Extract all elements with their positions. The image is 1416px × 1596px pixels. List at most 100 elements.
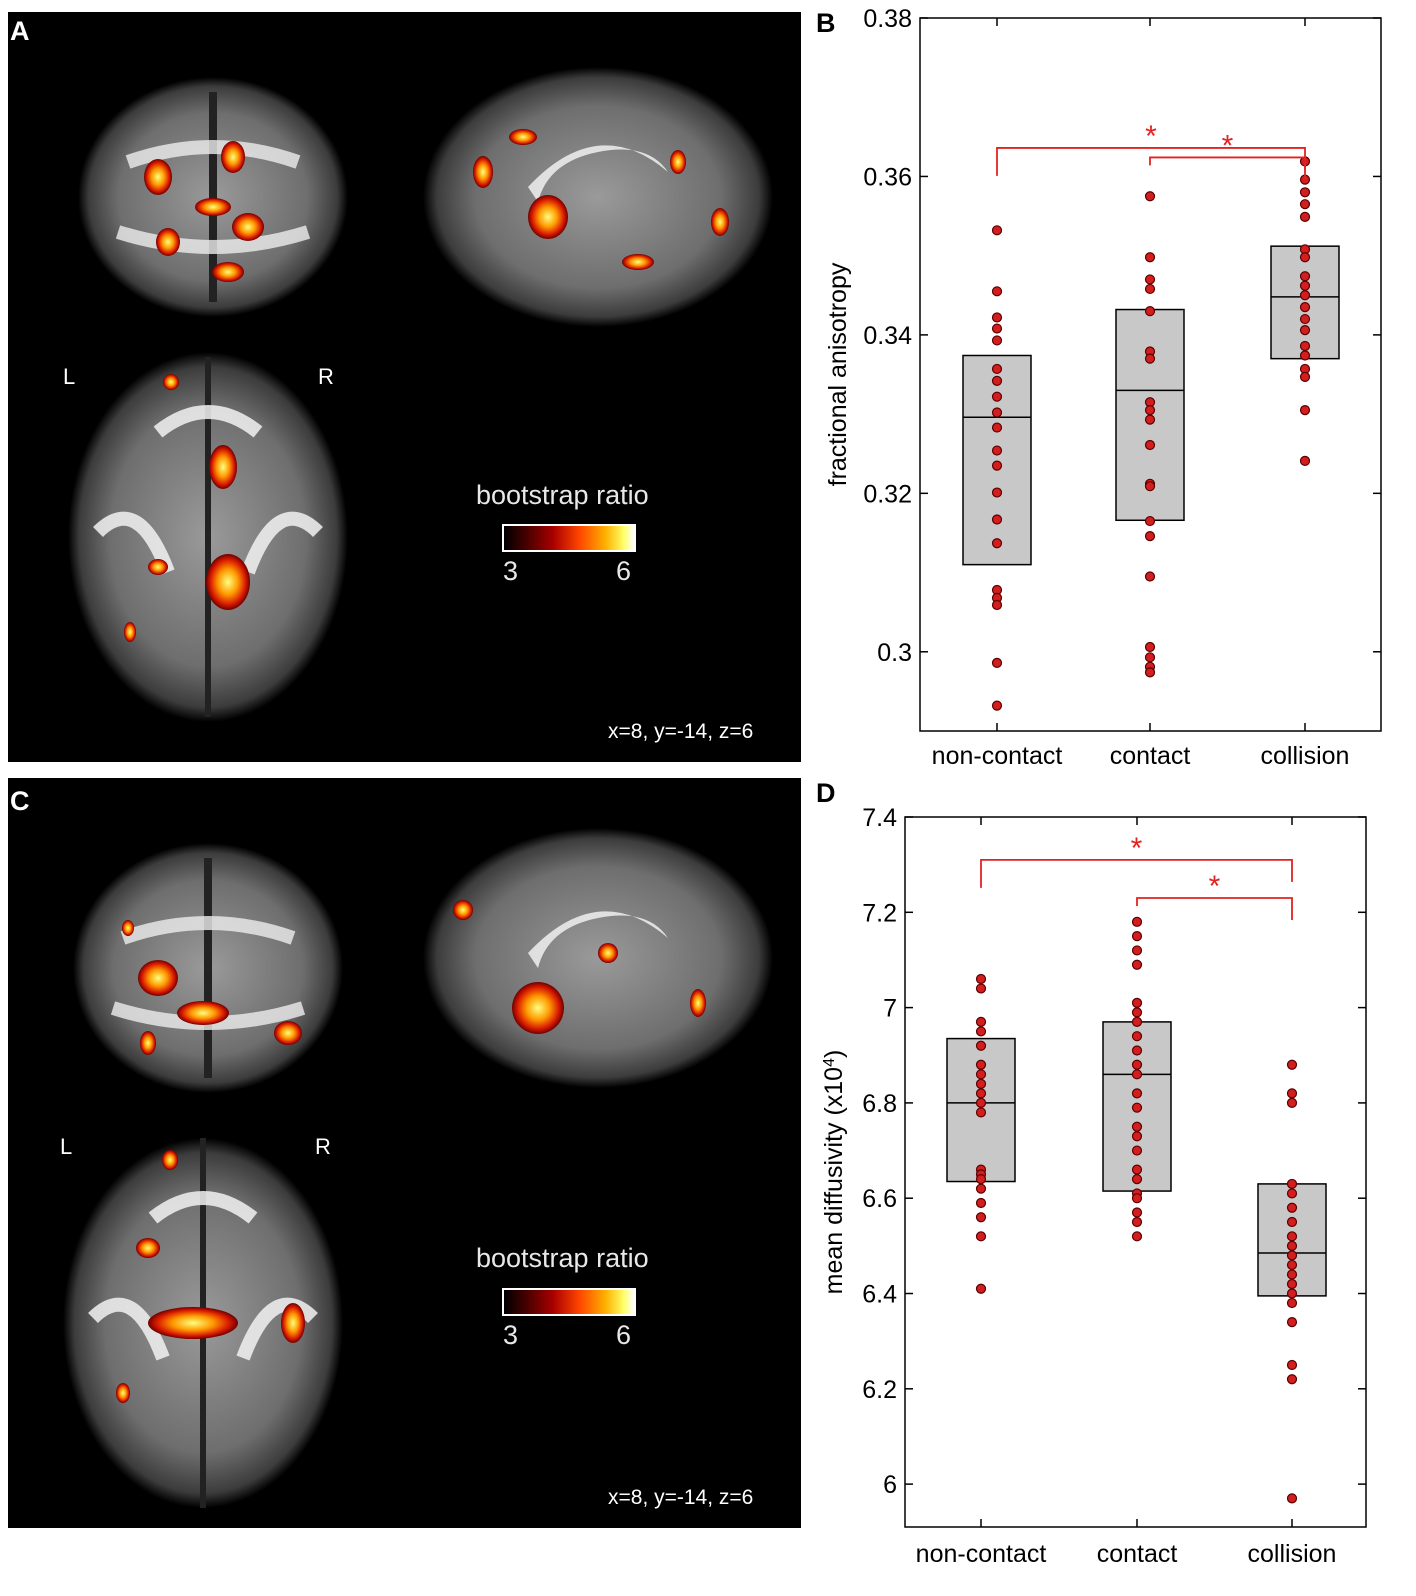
chart-d-data-point-contact — [1131, 1231, 1143, 1242]
chart-d-data-point-contact — [1131, 1007, 1143, 1018]
panel-c-coordinates: x=8, y=-14, z=6 — [608, 1486, 754, 1509]
panel-c-right-label: R — [315, 1134, 331, 1159]
chart-b-data-point-collision — [1299, 290, 1311, 301]
chart-d-data-point-contact — [1131, 1102, 1143, 1113]
chart-b-data-point-collision — [1299, 280, 1311, 291]
chart-b-data-point-contact — [1144, 283, 1156, 295]
chart-b-data-point-contact — [1144, 571, 1156, 582]
chart-b-data-point-contact — [1144, 515, 1156, 527]
chart-b-data-point-non-contact — [991, 460, 1003, 471]
chart-d-data-point-non-contact — [975, 1283, 987, 1294]
chart-d-data-point-contact — [1131, 1207, 1143, 1218]
chart-b-category-label: contact — [1110, 742, 1191, 770]
chart-d-category-label: collision — [1248, 1540, 1337, 1568]
chart-b-data-point-collision — [1299, 371, 1311, 382]
chart-b-ytick-label: 0.3 — [877, 639, 912, 667]
panel-a-colorbar — [502, 524, 636, 552]
panel-c-colorbar-title: bootstrap ratio — [476, 1243, 649, 1273]
chart-d-data-point-contact — [1131, 1069, 1143, 1080]
chart-b-data-point-non-contact — [991, 391, 1003, 402]
chart-d-data-point-collision — [1286, 1288, 1298, 1299]
chart-b-data-point-collision — [1299, 187, 1311, 198]
chart-b-data-point-contact — [1144, 353, 1156, 364]
chart-b-data-point-non-contact — [991, 225, 1003, 236]
chart-d-data-point-collision — [1286, 1216, 1298, 1228]
chart-d-data-point-non-contact — [975, 1183, 987, 1194]
chart-d-group: 6 6.2 6.4 6.6 6.8 7 7.2 7.4 non-contact contact co… — [820, 804, 1367, 1568]
chart-d-ytick-label: 6 — [883, 1471, 897, 1499]
chart-d-significance-bracket — [980, 858, 1293, 888]
chart-d-data-point-collision — [1286, 1493, 1298, 1504]
chart-b-data-point-contact — [1144, 531, 1156, 542]
chart-d-ytick-label: 6.4 — [862, 1281, 897, 1309]
chart-d-data-point-contact — [1131, 1059, 1143, 1070]
chart-b-data-point-collision — [1299, 252, 1311, 263]
chart-d-category-label: non-contact — [916, 1540, 1047, 1568]
chart-d-data-point-contact — [1131, 916, 1143, 927]
chart-d-data-point-contact — [1131, 945, 1143, 956]
chart-d-data-point-contact — [1131, 997, 1143, 1008]
chart-b-box-non-contact — [962, 354, 1032, 566]
chart-d-data-point-non-contact — [975, 1026, 987, 1037]
chart-d-axes-frame — [904, 816, 1367, 1528]
chart-d-data-point-non-contact — [975, 1078, 987, 1089]
chart-b-data-point-non-contact — [991, 599, 1003, 611]
chart-b-data-point-non-contact — [991, 538, 1003, 549]
chart-d-data-point-non-contact — [975, 1107, 987, 1118]
chart-d-significance-star: * — [1131, 832, 1143, 865]
chart-b-data-point-non-contact — [991, 312, 1003, 323]
chart-b-data-point-non-contact — [991, 363, 1003, 375]
coronal-slice — [73, 843, 343, 1093]
chart-b-data-point-collision — [1299, 350, 1311, 361]
chart-d-y-axis-label-end: ) — [820, 1050, 848, 1058]
chart-d-significance-star: * — [1209, 870, 1221, 903]
chart-d-data-point-collision — [1286, 1317, 1298, 1328]
panel-a-coordinates: x=8, y=-14, z=6 — [608, 720, 754, 743]
chart-d-data-point-non-contact — [975, 1040, 987, 1051]
chart-b-data-point-non-contact — [991, 375, 1003, 386]
sagittal-slice — [423, 67, 773, 327]
chart-d-ytick-label: 6.8 — [862, 1090, 897, 1118]
chart-d-data-point-non-contact — [975, 1174, 987, 1185]
chart-d-data-point-non-contact — [975, 1197, 987, 1209]
chart-b-data-point-non-contact — [991, 323, 1003, 334]
chart-b-ytick-label: 0.36 — [863, 163, 912, 191]
chart-b-data-point-contact — [1144, 641, 1156, 653]
chart-d-data-point-non-contact — [975, 1016, 987, 1027]
chart-d-data-point-contact — [1131, 1145, 1143, 1156]
axial-slice — [63, 1138, 343, 1508]
chart-b-category-label: collision — [1261, 742, 1350, 770]
chart-d-data-point-contact — [1131, 1031, 1143, 1042]
chart-d-data-point-contact — [1131, 1045, 1143, 1056]
chart-d-data-point-collision — [1286, 1259, 1298, 1271]
chart-b-data-point-non-contact — [991, 422, 1003, 433]
chart-b-ytick-label: 0.32 — [863, 480, 912, 508]
chart-b-data-point-non-contact — [991, 700, 1003, 711]
panel-c-colorbar — [502, 1288, 636, 1316]
chart-d-data-point-non-contact — [975, 1097, 987, 1109]
chart-d-data-point-contact — [1131, 1193, 1143, 1204]
chart-d-data-point-collision — [1286, 1188, 1298, 1199]
panel-a-letter: A — [10, 16, 30, 46]
chart-b-data-point-non-contact — [991, 657, 1003, 668]
chart-d-ytick-label: 7.2 — [862, 899, 897, 927]
panel-a-right-label: R — [318, 364, 334, 389]
chart-d-data-point-collision — [1286, 1231, 1298, 1242]
chart-b-data-point-collision — [1299, 313, 1311, 325]
chart-d-data-point-collision — [1286, 1278, 1298, 1290]
chart-b-data-point-non-contact — [991, 514, 1003, 525]
chart-d-data-point-collision — [1286, 1059, 1298, 1070]
chart-d-data-point-collision — [1286, 1269, 1298, 1280]
panel-a-brain-slices — [68, 67, 773, 722]
axial-slice — [68, 352, 348, 722]
chart-b-data-point-non-contact — [991, 407, 1003, 418]
chart-d-y-axis-label-exponent: 4 — [821, 1058, 838, 1067]
chart-d-data-point-non-contact — [975, 1212, 987, 1223]
panel-c-left-label: L — [60, 1134, 73, 1159]
chart-b-data-point-non-contact — [991, 487, 1003, 498]
chart-d-data-point-contact — [1131, 1216, 1143, 1228]
chart-b-data-point-contact — [1144, 274, 1156, 285]
chart-d-data-point-collision — [1286, 1097, 1298, 1109]
panel-c-colorbar-min: 3 — [503, 1320, 519, 1350]
chart-d-data-point-collision — [1286, 1240, 1298, 1251]
